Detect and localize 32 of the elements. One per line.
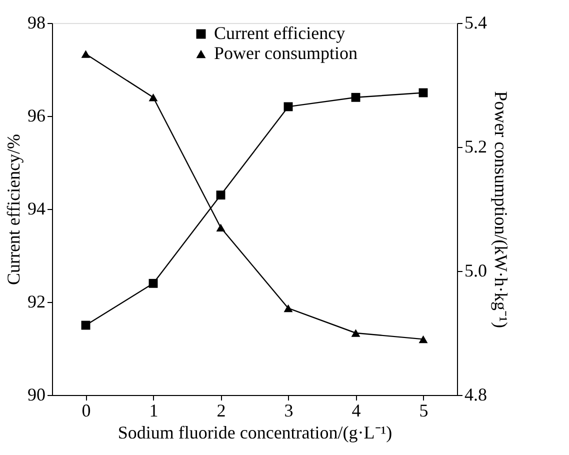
- x-tick-label: 1: [149, 400, 158, 420]
- point: [284, 102, 293, 112]
- point: [148, 278, 158, 288]
- point: [418, 335, 428, 344]
- point: [418, 88, 428, 98]
- x-tick-label: 2: [216, 400, 226, 420]
- point: [81, 320, 90, 330]
- point: [216, 190, 226, 200]
- y-axis-title: Current efficiency/%: [4, 134, 24, 286]
- y-tick-label: 94: [28, 198, 46, 218]
- x-tick-label: 3: [284, 400, 294, 420]
- point: [284, 304, 293, 312]
- point: [351, 92, 360, 102]
- x-tick-label: 4: [352, 400, 361, 420]
- point: [148, 94, 158, 102]
- x-tick-label: 5: [419, 400, 428, 420]
- x-tick-label: 0: [82, 400, 91, 420]
- point: [216, 224, 226, 232]
- y-tick-label: 90: [28, 384, 46, 404]
- point: [81, 50, 90, 58]
- legend-label: Power consumption: [214, 43, 358, 63]
- point: [351, 329, 360, 337]
- y-tick-label: 98: [28, 12, 46, 32]
- y-tick-label: 92: [28, 292, 46, 312]
- y2-tick-label: 5.2: [464, 136, 487, 156]
- y2-tick-label: 5.4: [464, 12, 487, 32]
- y-tick-label: 96: [28, 106, 46, 126]
- x-axis-title: Sodium fluoride concentration/(g·L⁻¹): [118, 422, 392, 442]
- y2-axis-title: Power consumption/(kW·h·kg⁻¹): [491, 91, 511, 328]
- y2-tick-label: 4.8: [464, 384, 487, 404]
- legend-label: Current efficiency: [214, 23, 346, 43]
- y2-tick-label: 5.0: [464, 260, 487, 280]
